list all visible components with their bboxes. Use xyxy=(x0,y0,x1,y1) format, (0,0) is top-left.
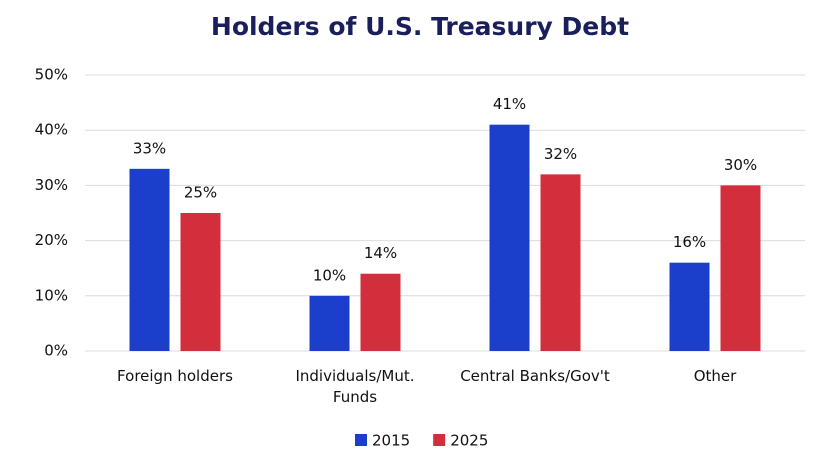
y-tick-label: 40% xyxy=(35,121,68,139)
bar xyxy=(489,124,530,352)
y-tick-label: 30% xyxy=(35,176,68,194)
data-label: 16% xyxy=(673,233,706,251)
data-label: 14% xyxy=(364,244,397,262)
y-tick-label: 50% xyxy=(35,66,68,84)
y-tick-label: 0% xyxy=(44,342,68,360)
bar xyxy=(720,185,761,351)
data-label: 41% xyxy=(493,95,526,113)
bar xyxy=(180,213,221,351)
legend-label: 2015 xyxy=(372,432,410,450)
data-label: 25% xyxy=(184,184,217,202)
bar xyxy=(669,262,710,351)
legend-swatch xyxy=(433,434,446,446)
y-tick-label: 10% xyxy=(35,286,68,304)
x-tick-label: Central Banks/Gov't xyxy=(460,367,610,385)
x-tick-label: Other xyxy=(693,367,737,385)
data-label: 33% xyxy=(133,139,166,157)
y-tick-label: 20% xyxy=(35,231,68,249)
bar xyxy=(540,174,581,351)
x-tick-label: Foreign holders xyxy=(117,367,233,385)
x-tick-label: Individuals/Mut. Funds xyxy=(295,367,415,406)
legend-label: 2025 xyxy=(450,432,488,450)
chart-title: Holders of U.S. Treasury Debt xyxy=(211,12,629,41)
legend-swatch xyxy=(355,434,367,446)
data-label: 32% xyxy=(544,145,577,163)
data-label: 30% xyxy=(724,156,757,174)
bar xyxy=(360,273,401,351)
bar xyxy=(309,295,350,351)
bar xyxy=(129,168,170,351)
data-label: 10% xyxy=(313,266,346,284)
